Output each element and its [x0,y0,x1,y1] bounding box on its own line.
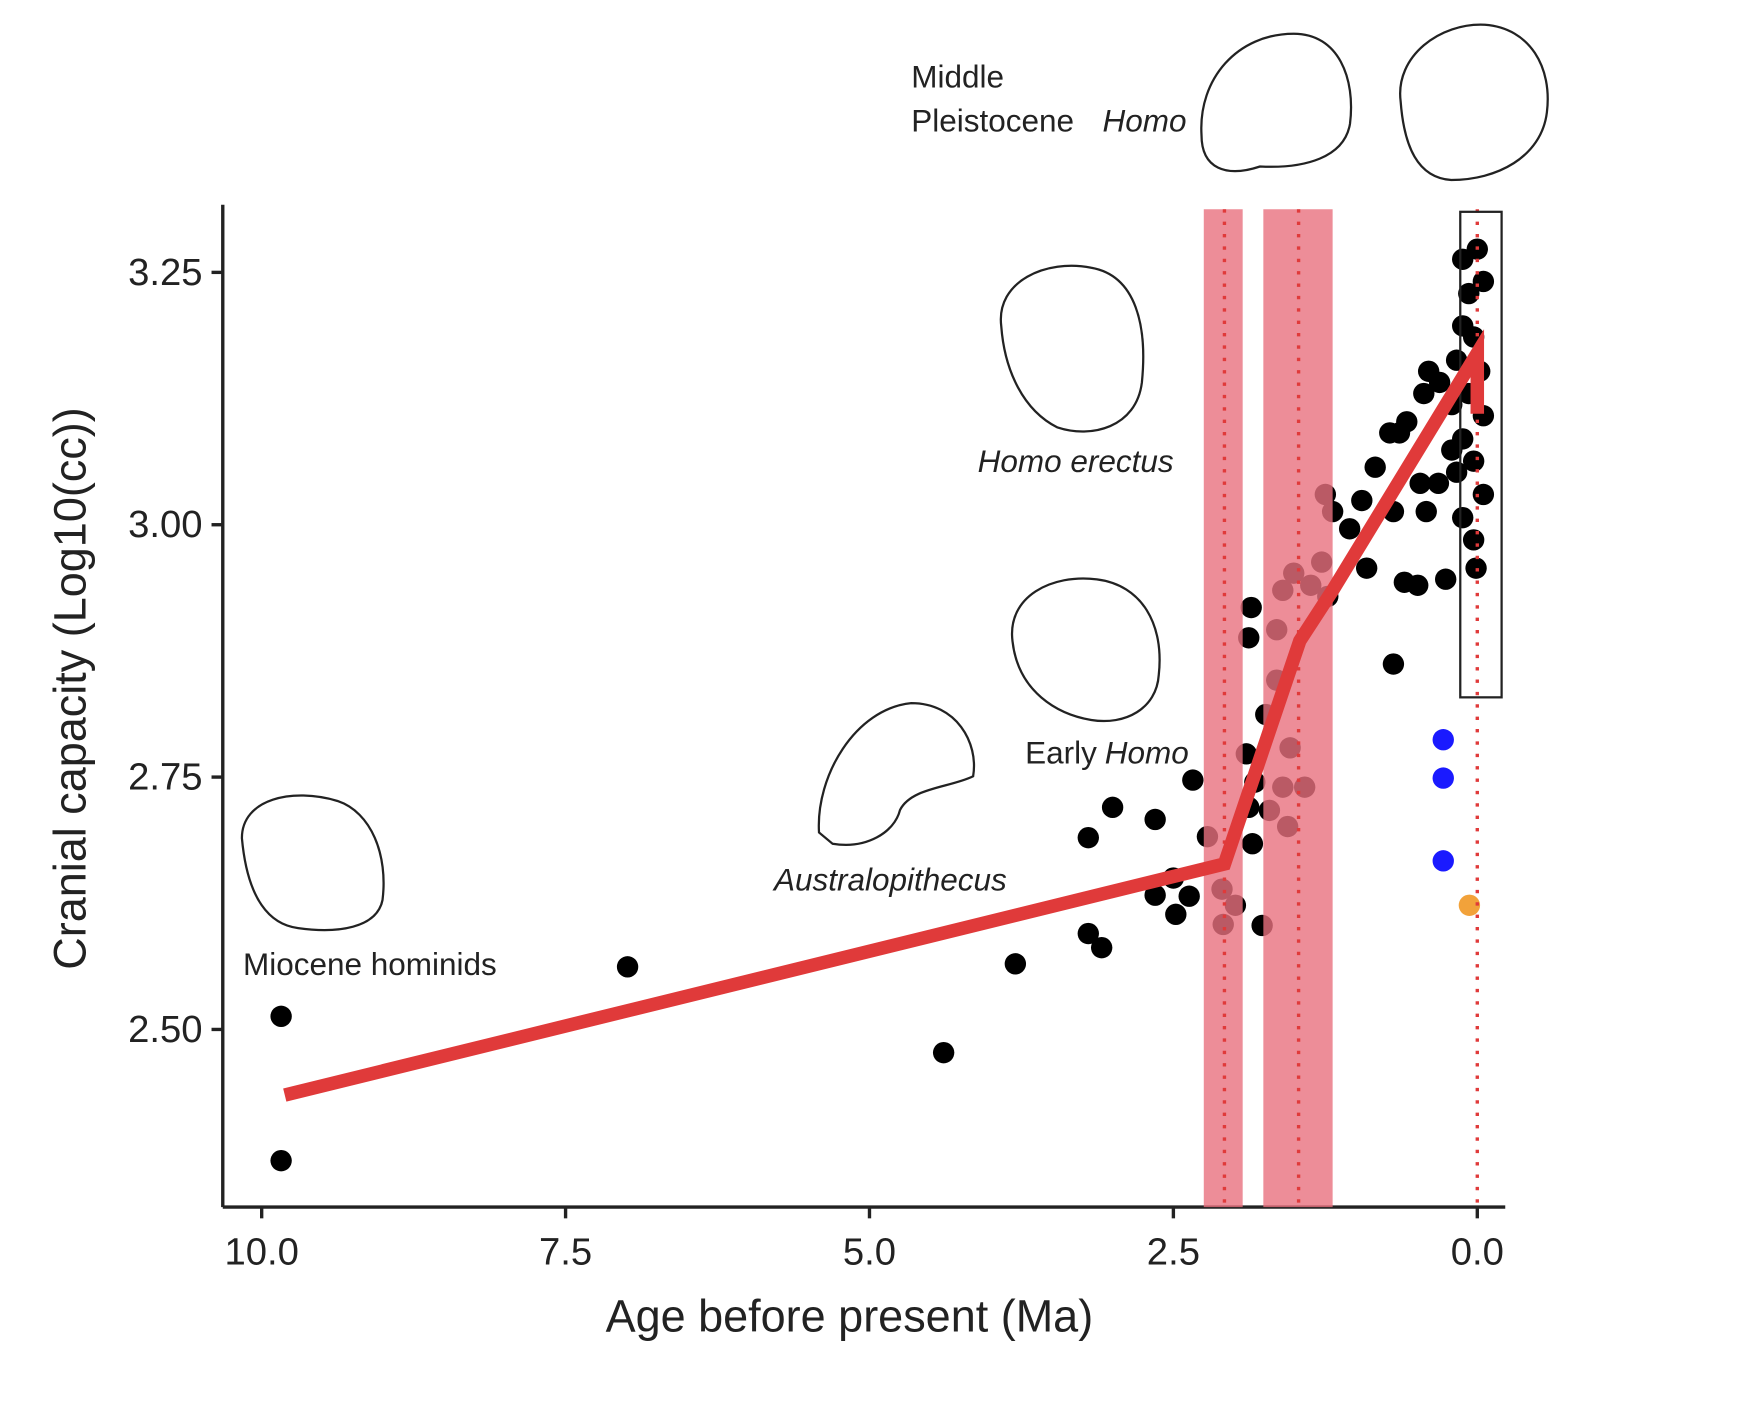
point [1338,518,1361,540]
y-axis-label: Cranial capacity (Log10(cc)) [44,407,95,970]
point [1355,557,1378,579]
annotation: Homo [1105,735,1189,771]
y-tick-label: 3.00 [128,503,202,546]
x-tick-label: 7.5 [539,1231,592,1274]
point [1240,596,1262,619]
point [1165,903,1187,926]
point [1382,653,1405,675]
skull [240,794,385,932]
point [1452,506,1474,529]
point [270,1005,292,1028]
annotation: Pleistocene [911,102,1074,138]
point [1238,627,1260,649]
fit-line [283,329,1485,1102]
skull [1011,577,1161,723]
point [1441,439,1463,461]
point [1144,884,1166,906]
point [1101,796,1124,819]
point [1364,456,1386,478]
annotation: Middle [911,58,1004,94]
x-axis-label: Age before present (Ma) [606,1291,1094,1342]
point [1077,922,1099,945]
point [1432,850,1454,872]
highlight-box [1459,210,1503,699]
annotation: Miocene hominids [243,946,497,982]
point [1241,833,1264,855]
skull [1200,32,1353,173]
point [1434,568,1457,590]
x-tick-label: 5.0 [843,1231,896,1274]
point [1004,953,1027,975]
point [1413,382,1435,405]
y-tick-label: 2.75 [128,756,202,799]
skull [999,264,1145,433]
annotation: Homo [1103,102,1187,138]
point [1428,371,1451,394]
y-tick-label: 2.50 [128,1008,202,1051]
point [1388,422,1411,444]
point [616,956,639,978]
annotation: Australopithecus [772,862,1007,898]
y-tick-label: 3.25 [128,251,202,294]
point [1427,472,1450,495]
point [1178,885,1200,907]
skull [1399,23,1549,182]
annotation: Early [1025,735,1097,771]
point [1077,826,1099,849]
point [1409,472,1431,495]
point [1432,729,1454,751]
point [1090,936,1113,959]
point [932,1041,955,1064]
point [1458,282,1480,305]
point [1432,767,1454,789]
annotation: Homo erectus [978,443,1174,479]
point [1462,450,1485,472]
point [270,1149,292,1172]
skull-drawings [240,23,1549,932]
x-tick-label: 2.5 [1147,1231,1200,1274]
point [1144,808,1166,831]
skull [817,701,976,846]
point [1182,769,1204,791]
x-tick-label: 10.0 [224,1231,298,1274]
point [1458,894,1481,916]
point [1415,500,1437,523]
point [1462,529,1485,551]
point [1472,483,1495,506]
point [1407,574,1429,596]
point [1445,461,1468,483]
point [1351,489,1373,512]
x-tick-label: 0.0 [1451,1231,1504,1274]
